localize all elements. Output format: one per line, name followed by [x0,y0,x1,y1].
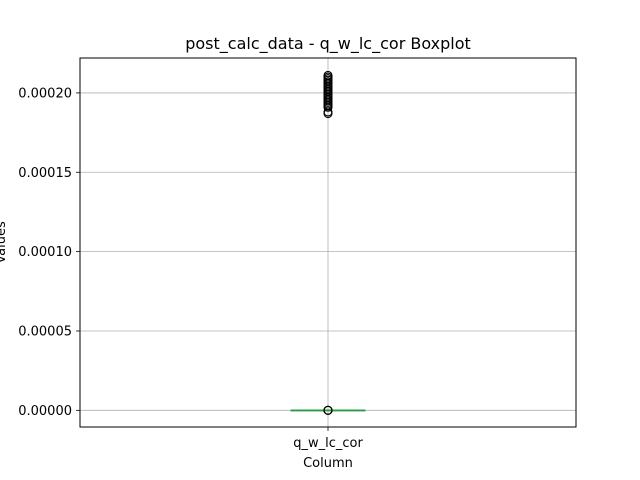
chart-title: post_calc_data - q_w_lc_cor Boxplot [185,34,471,54]
outlier-point [323,405,333,415]
y-tick-label: 0.00005 [18,324,72,339]
x-axis-label: Column [303,456,353,471]
y-tick-label: 0.00015 [18,166,72,181]
y-tick-label: 0.00020 [18,86,72,101]
y-tick-label: 0.00000 [18,404,72,419]
outlier-point [323,70,333,81]
y-tick-label: 0.00010 [18,245,72,260]
x-tick-label: q_w_lc_cor [293,436,363,451]
y-axis-label: Values [0,221,9,264]
